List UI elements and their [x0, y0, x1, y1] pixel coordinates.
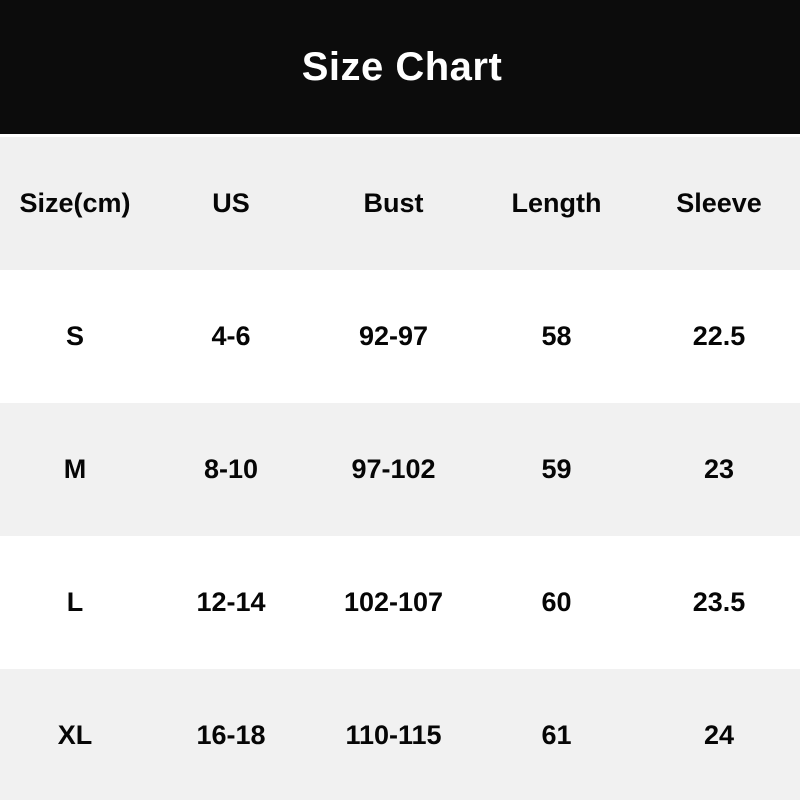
cell-size: M	[63, 454, 87, 484]
cell-length: 58	[541, 321, 572, 351]
cell-size: XL	[57, 720, 93, 750]
cell-sleeve: 22.5	[692, 321, 746, 351]
cell-length: 61	[541, 720, 572, 750]
cell-sleeve: 23.5	[692, 587, 746, 617]
size-table: Size(cm) US Bust Length Sleeve S 4-6 92-…	[0, 137, 800, 800]
table-row: M 8-10 97-102 59 23	[0, 403, 800, 536]
cell-us: 4-6	[211, 321, 251, 351]
cell-bust: 97-102	[351, 454, 436, 484]
column-header-us: US	[212, 188, 250, 218]
column-header-length: Length	[511, 188, 602, 218]
table-row: S 4-6 92-97 58 22.5	[0, 270, 800, 403]
cell-bust: 92-97	[358, 321, 429, 351]
cell-length: 59	[541, 454, 572, 484]
cell-bust: 110-115	[345, 720, 442, 750]
cell-sleeve: 24	[703, 720, 735, 750]
cell-us: 12-14	[196, 587, 266, 617]
page-title: Size Chart	[301, 45, 503, 89]
table-row: L 12-14 102-107 60 23.5	[0, 536, 800, 669]
column-header-bust: Bust	[363, 188, 424, 218]
column-header-size: Size(cm)	[19, 188, 131, 218]
cell-size: S	[65, 321, 84, 351]
table-header-row: Size(cm) US Bust Length Sleeve	[0, 137, 800, 270]
cell-bust: 102-107	[343, 587, 444, 617]
title-band: Size Chart	[0, 0, 800, 134]
cell-us: 16-18	[196, 720, 266, 750]
header-divider	[0, 134, 800, 137]
table-row: XL 16-18 110-115 61 24	[0, 669, 800, 800]
cell-sleeve: 23	[703, 454, 735, 484]
cell-length: 60	[541, 587, 572, 617]
cell-us: 8-10	[203, 454, 259, 484]
column-header-sleeve: Sleeve	[676, 188, 762, 218]
cell-size: L	[66, 587, 84, 617]
